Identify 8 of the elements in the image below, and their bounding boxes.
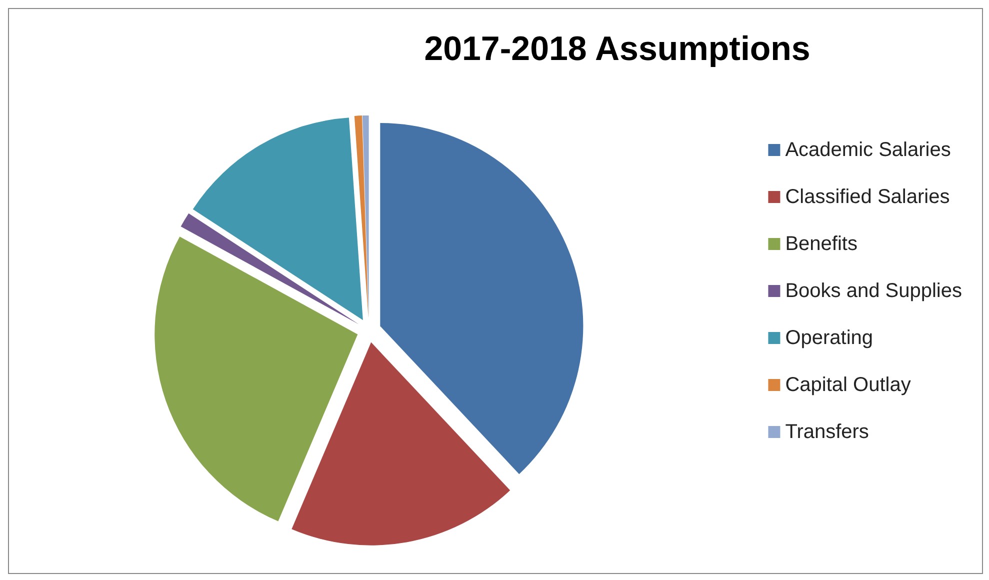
chart-title: 2017-2018 Assumptions bbox=[424, 30, 810, 68]
legend-label: Benefits bbox=[785, 233, 858, 255]
legend-label: Classified Salaries bbox=[785, 186, 950, 208]
legend-label: Transfers bbox=[785, 421, 869, 443]
legend-label: Books and Supplies bbox=[785, 280, 962, 302]
legend-label: Capital Outlay bbox=[785, 374, 911, 396]
legend-label: Operating bbox=[785, 327, 874, 349]
legend-label: Academic Salaries bbox=[785, 139, 951, 161]
